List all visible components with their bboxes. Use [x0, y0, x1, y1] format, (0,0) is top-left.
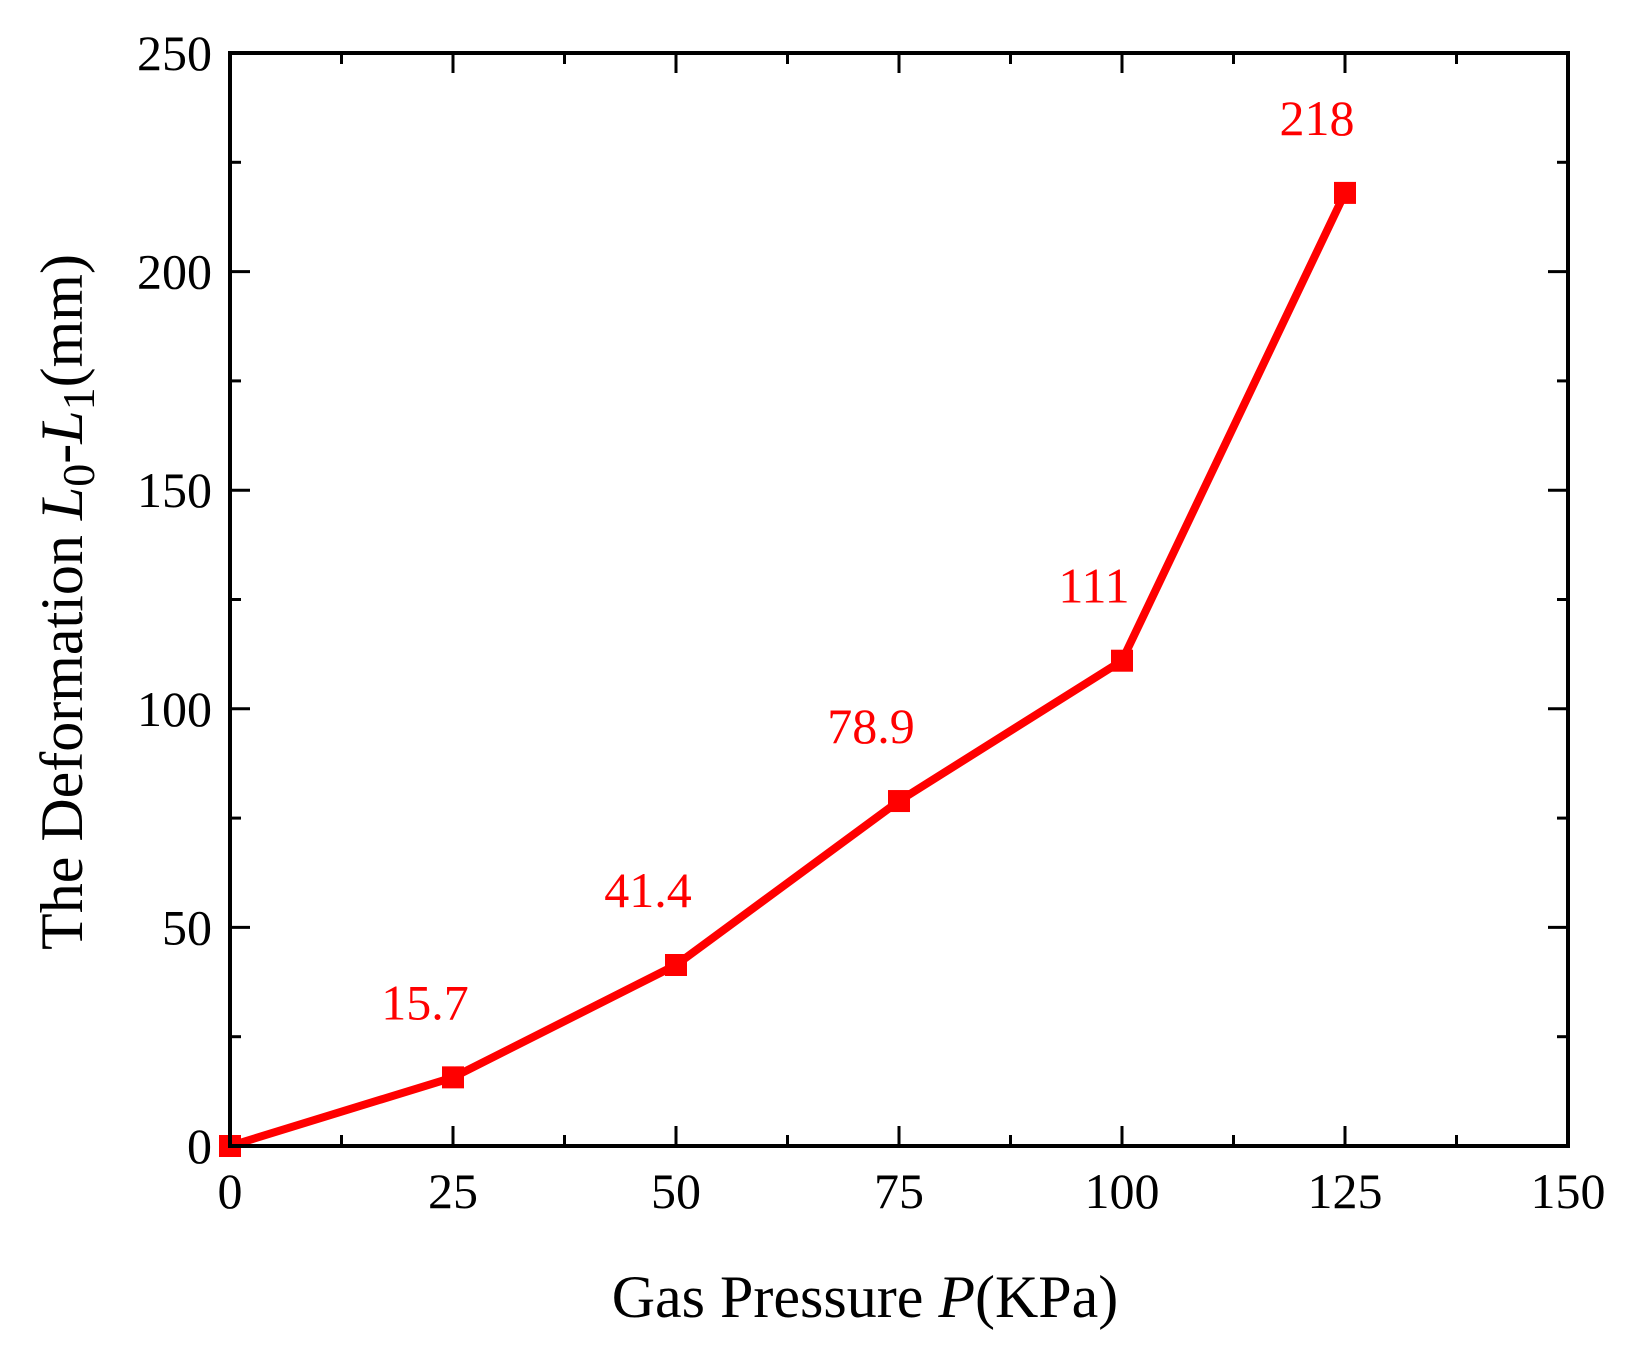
y-tick-label: 150 [137, 462, 212, 518]
x-tick-label: 50 [651, 1163, 701, 1219]
data-point-marker [442, 1066, 464, 1089]
x-tick-label: 0 [218, 1163, 243, 1219]
y-tick-label: 200 [137, 244, 212, 300]
data-label: 78.9 [827, 698, 915, 754]
labels-layer: 15.7 41.4 78.9 111 218 [381, 90, 1354, 1030]
data-label: 218 [1280, 90, 1355, 146]
data-point-marker [888, 790, 910, 813]
x-axis-title: Gas Pressure P(KPa) [612, 1264, 1119, 1330]
data-label: 41.4 [604, 862, 692, 918]
x-tick-label: 150 [1531, 1163, 1606, 1219]
y-tick-label: 50 [162, 899, 212, 955]
y-tick-label: 0 [187, 1118, 212, 1174]
x-axis-title-variable: P [937, 1264, 975, 1330]
plot-frame [228, 51, 1570, 1148]
x-tick-label: 125 [1308, 1163, 1383, 1219]
series-line [226, 188, 1349, 1150]
x-tick-label: 75 [874, 1163, 924, 1219]
y-axis-title-var-l1: L [29, 410, 95, 444]
data-point-marker [1111, 649, 1133, 672]
data-label: 15.7 [381, 974, 469, 1030]
y-tick-label: 100 [137, 681, 212, 737]
x-tick-label: 100 [1085, 1163, 1160, 1219]
y-axis-title-unit: (mm) [29, 254, 95, 387]
y-axis-title: The Deformation L0-L1(mm) [29, 254, 104, 950]
data-point-marker [665, 953, 687, 976]
y-axis-title-sub-1: 1 [53, 387, 104, 410]
y-axis-title-dash: - [29, 444, 95, 464]
ticks-layer: 0 25 50 75 100 125 150 0 50 100 150 200 250 [137, 25, 1606, 1219]
y-tick-label: 250 [137, 25, 212, 81]
series-layer [219, 181, 1356, 1157]
x-axis-title-unit: (KPa) [975, 1264, 1118, 1330]
data-point-marker [1334, 181, 1356, 204]
y-axis-title-var-l0: L [29, 487, 95, 521]
data-label: 111 [1058, 558, 1129, 614]
x-axis-title-main: Gas Pressure [612, 1264, 939, 1330]
y-axis-title-sub-0: 0 [53, 464, 104, 487]
x-tick-label: 25 [428, 1163, 478, 1219]
y-axis-title-main: The Deformation [29, 520, 95, 950]
